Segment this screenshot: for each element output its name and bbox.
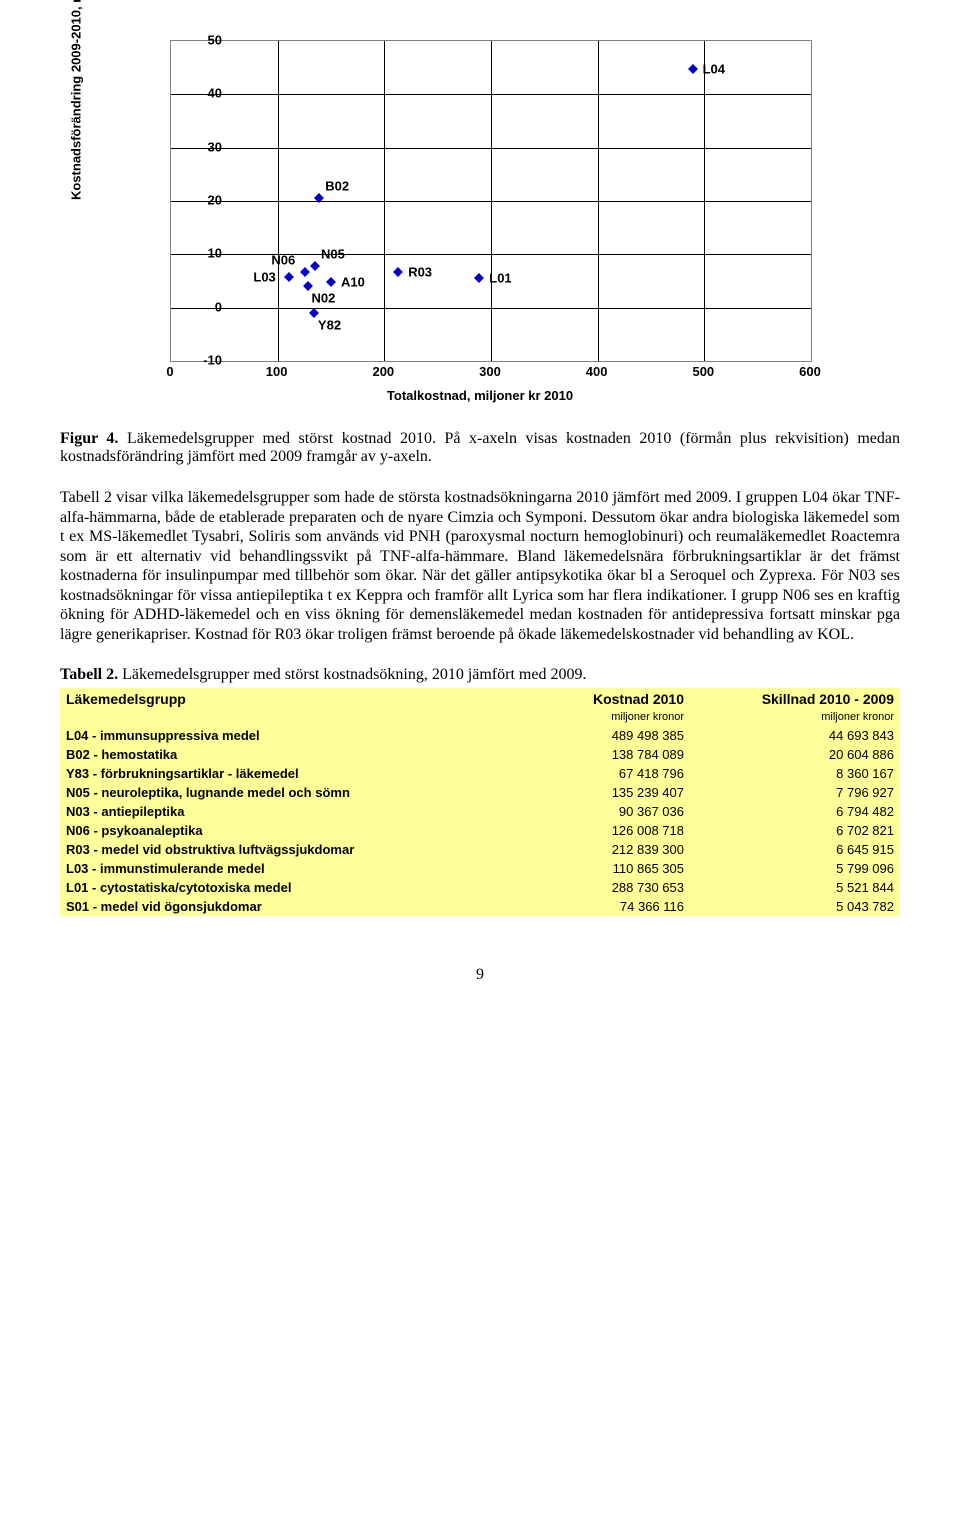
table-cell-cost: 110 865 305 (480, 859, 690, 878)
scatter-label: L01 (489, 271, 511, 286)
table-row: L03 - immunstimulerande medel110 865 305… (60, 859, 900, 878)
table-subcol-2: miljoner kronor (690, 710, 900, 726)
table-caption: Tabell 2. Läkemedelsgrupper med störst k… (60, 666, 900, 684)
table-row: R03 - medel vid obstruktiva luftvägssjuk… (60, 840, 900, 859)
x-tick-label: 0 (150, 364, 190, 379)
x-tick-label: 100 (257, 364, 297, 379)
x-tick-label: 600 (790, 364, 830, 379)
table-cell-cost: 67 418 796 (480, 764, 690, 783)
scatter-marker (303, 281, 313, 291)
scatter-chart: L04B02N05N06R03L01A10N02L03Y82 Kostnadsf… (90, 40, 870, 420)
scatter-label: N05 (321, 247, 345, 262)
table-cell-diff: 5 799 096 (690, 859, 900, 878)
table-row: N03 - antiepileptika90 367 0366 794 482 (60, 802, 900, 821)
table-cell-name: N06 - psykoanaleptika (60, 821, 480, 840)
figure-caption-bold: Figur 4. (60, 430, 118, 447)
page-number: 9 (60, 966, 900, 984)
table-cell-cost: 489 498 385 (480, 726, 690, 745)
scatter-marker (284, 272, 294, 282)
table-col-1: Kostnad 2010 (480, 688, 690, 710)
table-cell-cost: 135 239 407 (480, 783, 690, 802)
table-subcol-0 (60, 710, 480, 726)
x-tick-label: 200 (363, 364, 403, 379)
table-row: B02 - hemostatika138 784 08920 604 886 (60, 745, 900, 764)
table-cell-diff: 5 043 782 (690, 897, 900, 916)
table-subheader-row: miljoner kronor miljoner kronor (60, 710, 900, 726)
y-tick-label: 0 (162, 299, 222, 314)
scatter-marker (310, 261, 320, 271)
scatter-label: A10 (341, 274, 365, 289)
table-cell-cost: 288 730 653 (480, 878, 690, 897)
y-tick-label: 50 (162, 33, 222, 48)
table-cell-name: N05 - neuroleptika, lugnande medel och s… (60, 783, 480, 802)
table-cell-name: R03 - medel vid obstruktiva luftvägssjuk… (60, 840, 480, 859)
scatter-label: N06 (271, 252, 295, 267)
table-cell-diff: 6 702 821 (690, 821, 900, 840)
table-cell-name: L04 - immunsuppressiva medel (60, 726, 480, 745)
scatter-marker (326, 277, 336, 287)
figure-caption-text: Läkemedelsgrupper med störst kostnad 201… (60, 430, 900, 465)
scatter-label: L03 (253, 269, 275, 284)
chart-x-axis-label: Totalkostnad, miljoner kr 2010 (90, 388, 870, 403)
table-cell-cost: 212 839 300 (480, 840, 690, 859)
table-row: N05 - neuroleptika, lugnande medel och s… (60, 783, 900, 802)
table-cell-cost: 74 366 116 (480, 897, 690, 916)
table-cell-diff: 44 693 843 (690, 726, 900, 745)
table-row: N06 - psykoanaleptika126 008 7186 702 82… (60, 821, 900, 840)
scatter-label: L04 (703, 62, 725, 77)
scatter-label: R03 (408, 265, 432, 280)
x-tick-label: 400 (577, 364, 617, 379)
table-cell-name: N03 - antiepileptika (60, 802, 480, 821)
x-tick-label: 500 (683, 364, 723, 379)
figure-caption: Figur 4. Läkemedelsgrupper med störst ko… (60, 430, 900, 466)
table-row: Y83 - förbrukningsartiklar - läkemedel67… (60, 764, 900, 783)
scatter-marker (309, 308, 319, 318)
table-col-2: Skillnad 2010 - 2009 (690, 688, 900, 710)
table-subcol-1: miljoner kronor (480, 710, 690, 726)
y-tick-label: 30 (162, 139, 222, 154)
table-col-0: Läkemedelsgrupp (60, 688, 480, 710)
table-cell-name: L01 - cytostatiska/cytotoxiska medel (60, 878, 480, 897)
table-cell-diff: 8 360 167 (690, 764, 900, 783)
table-caption-bold: Tabell 2. (60, 666, 118, 683)
table-cell-cost: 126 008 718 (480, 821, 690, 840)
scatter-marker (474, 273, 484, 283)
table-cell-diff: 6 794 482 (690, 802, 900, 821)
table-cell-name: L03 - immunstimulerande medel (60, 859, 480, 878)
scatter-label: N02 (312, 291, 336, 306)
y-tick-label: 40 (162, 86, 222, 101)
table-cell-diff: 20 604 886 (690, 745, 900, 764)
scatter-label: B02 (325, 178, 349, 193)
scatter-label: Y82 (318, 318, 341, 333)
table-row: L04 - immunsuppressiva medel489 498 3854… (60, 726, 900, 745)
table-cell-name: B02 - hemostatika (60, 745, 480, 764)
table-cell-name: Y83 - förbrukningsartiklar - läkemedel (60, 764, 480, 783)
table-cell-diff: 5 521 844 (690, 878, 900, 897)
chart-plot-area: L04 B02 N05 N06 R03 L01 A10 N02 L03 Y82 (170, 40, 812, 362)
scatter-marker (393, 268, 403, 278)
table-row: S01 - medel vid ögonsjukdomar74 366 1165… (60, 897, 900, 916)
scatter-marker (300, 267, 310, 277)
body-paragraph: Tabell 2 visar vilka läkemedelsgrupper s… (60, 488, 900, 644)
chart-y-axis-label: Kostnadsförändring 2009-2010, miljoner k… (69, 0, 84, 200)
data-table: Läkemedelsgrupp Kostnad 2010 Skillnad 20… (60, 688, 900, 916)
x-tick-label: 300 (470, 364, 510, 379)
scatter-marker (688, 64, 698, 74)
table-caption-text: Läkemedelsgrupper med störst kostnadsökn… (118, 666, 586, 683)
table-cell-cost: 90 367 036 (480, 802, 690, 821)
table-cell-diff: 6 645 915 (690, 840, 900, 859)
y-tick-label: 10 (162, 246, 222, 261)
table-header-row: Läkemedelsgrupp Kostnad 2010 Skillnad 20… (60, 688, 900, 710)
table-cell-diff: 7 796 927 (690, 783, 900, 802)
table-cell-cost: 138 784 089 (480, 745, 690, 764)
table-cell-name: S01 - medel vid ögonsjukdomar (60, 897, 480, 916)
y-tick-label: 20 (162, 193, 222, 208)
table-row: L01 - cytostatiska/cytotoxiska medel288 … (60, 878, 900, 897)
